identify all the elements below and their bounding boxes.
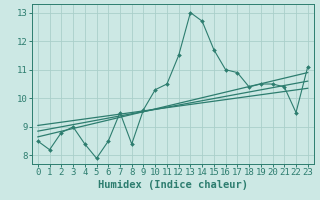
X-axis label: Humidex (Indice chaleur): Humidex (Indice chaleur) [98,180,248,190]
